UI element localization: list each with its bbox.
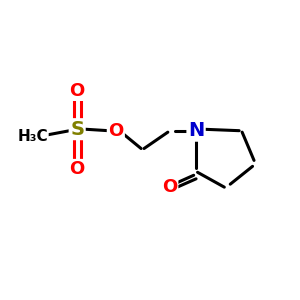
Text: N: N <box>188 121 204 140</box>
Text: O: O <box>108 122 123 140</box>
Text: O: O <box>70 160 85 178</box>
Text: S: S <box>70 120 84 139</box>
Text: O: O <box>70 82 85 100</box>
Text: H₃C: H₃C <box>17 129 48 144</box>
Text: O: O <box>162 178 177 196</box>
